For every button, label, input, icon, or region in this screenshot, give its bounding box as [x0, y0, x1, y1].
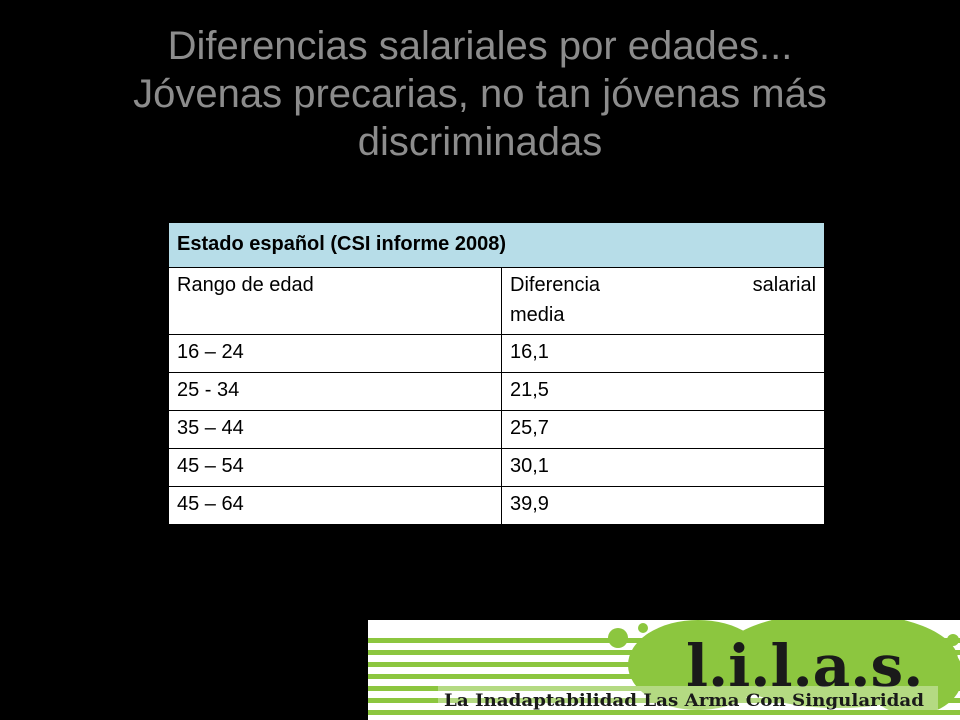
title-line-2: Jóvenas precarias, no tan jóvenas más — [133, 72, 827, 116]
table-row: 16 – 24 16,1 — [168, 334, 826, 373]
salary-table: Estado español (CSI informe 2008) Rango … — [167, 222, 826, 525]
logo-brand-text: l.i.l.a.s. — [686, 632, 923, 700]
salary-difference-cell: 16,1 — [500, 334, 826, 373]
column-header-word: salarial — [752, 274, 817, 296]
age-range-cell: 35 – 44 — [168, 410, 502, 449]
column-header-salary-difference: Diferencia salarial media — [500, 267, 826, 335]
column-header-word: Diferencia — [510, 274, 601, 296]
salary-difference-cell: 39,9 — [500, 486, 826, 525]
logo-tagline: La Inadaptabilidad Las Arma Con Singular… — [444, 691, 924, 711]
salary-difference-cell: 30,1 — [500, 448, 826, 487]
splash-decoration — [608, 620, 960, 715]
title-line-3: discriminadas — [357, 120, 603, 164]
title-line-1: Diferencias salariales por edades... — [167, 24, 793, 68]
table-header: Estado español (CSI informe 2008) — [167, 222, 826, 268]
table-row: 25 - 34 21,5 — [168, 372, 826, 411]
age-range-cell: 16 – 24 — [168, 334, 502, 373]
age-range-cell: 25 - 34 — [168, 372, 502, 411]
slide-title: Diferencias salariales por edades... Jóv… — [30, 22, 930, 166]
column-header-word: media — [510, 304, 565, 326]
lilas-logo: l.i.l.a.s. La Inadaptabilidad Las Arma C… — [368, 620, 960, 720]
salary-difference-cell: 25,7 — [500, 410, 826, 449]
age-range-cell: 45 – 64 — [168, 486, 502, 525]
table-row: 45 – 54 30,1 — [168, 448, 826, 487]
age-range-cell: 45 – 54 — [168, 448, 502, 487]
logo-graphic: l.i.l.a.s. La Inadaptabilidad Las Arma C… — [368, 620, 960, 715]
table-row: 45 – 64 39,9 — [168, 486, 826, 525]
column-header-age-range: Rango de edad — [168, 267, 502, 335]
table-row: 35 – 44 25,7 — [168, 410, 826, 449]
salary-difference-cell: 21,5 — [500, 372, 826, 411]
